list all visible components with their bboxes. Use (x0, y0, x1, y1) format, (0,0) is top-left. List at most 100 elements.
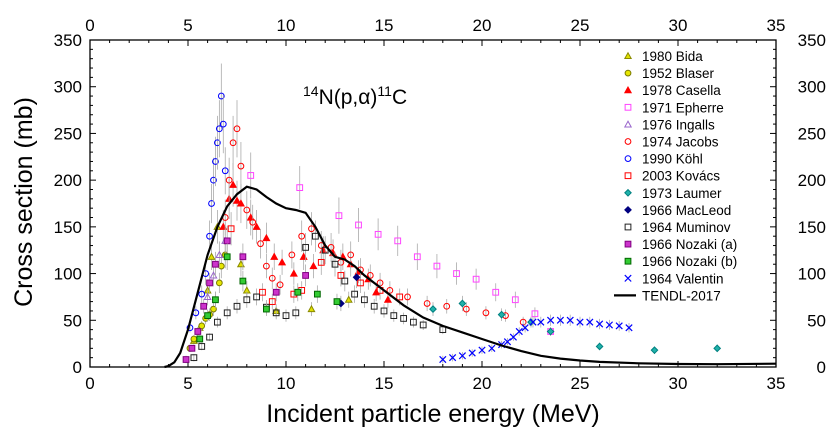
series-1966-macleod (336, 266, 361, 312)
data-point (361, 296, 368, 304)
legend-label: 1973 Laumer (642, 186, 722, 201)
data-point (268, 274, 276, 282)
x-tick-label: 20 (473, 374, 492, 393)
data-point (511, 296, 519, 304)
legend-item: 1980 Bida (623, 49, 703, 64)
x-tick-label: 10 (277, 374, 296, 393)
data-point (396, 293, 404, 301)
title-post-sup: 11 (377, 83, 392, 99)
data-point (448, 354, 457, 362)
data-point (233, 125, 241, 133)
x-tick-label: 0 (85, 374, 94, 393)
data-point (347, 251, 355, 259)
legend-label: 1964 Valentin (642, 271, 724, 286)
data-point (252, 222, 261, 230)
legend-item: 1974 Jacobs (624, 135, 719, 150)
data-series (164, 63, 777, 369)
data-point (259, 288, 266, 296)
y-tick-label: 0 (73, 358, 82, 377)
y-tick-label: 150 (54, 218, 82, 237)
data-point (278, 258, 287, 266)
data-point (233, 302, 241, 310)
data-point (453, 270, 460, 277)
legend-swatch (624, 172, 632, 180)
data-point (509, 333, 517, 341)
legend-item: 1964 Valentin (624, 271, 724, 286)
data-point (370, 302, 378, 310)
data-point (488, 344, 496, 352)
data-point (227, 225, 235, 233)
data-point (270, 252, 279, 260)
legend-label: 1971 Epherre (642, 100, 724, 115)
data-point (206, 279, 213, 287)
data-point (308, 225, 315, 233)
series-1973-laumer (429, 295, 722, 355)
data-point (595, 342, 604, 351)
legend-item: 1971 Epherre (624, 100, 724, 115)
data-point (182, 356, 190, 363)
data-point (357, 279, 364, 287)
y-tick-label: 350 (54, 31, 82, 50)
legend-swatch (623, 51, 633, 60)
legend-label: 1966 MacLeod (642, 203, 731, 218)
data-point (236, 199, 245, 207)
data-point (468, 349, 476, 357)
data-point (210, 305, 217, 313)
data-point (262, 233, 271, 242)
data-point (429, 305, 437, 313)
legend-swatch (624, 103, 632, 111)
data-point (217, 92, 225, 100)
data-point (566, 316, 574, 324)
data-point (207, 252, 216, 260)
data-point (296, 184, 304, 191)
x-tick-label: 30 (669, 374, 688, 393)
y-tick-label: 300 (54, 78, 82, 97)
x-tick-label-top: 35 (767, 16, 786, 35)
series-tendl-2017 (164, 185, 777, 369)
data-point (219, 120, 227, 128)
data-point (239, 253, 247, 261)
data-point (215, 125, 223, 133)
data-point (198, 290, 206, 298)
legend-swatch (624, 205, 632, 214)
data-point (268, 298, 276, 305)
legend: 1980 Bida 1952 Blaser 1978 Casella 1971 Eph… (614, 49, 737, 303)
data-point (394, 237, 402, 245)
x-tick-label: 5 (183, 374, 192, 393)
data-point (223, 253, 231, 261)
x-tick-label: 35 (767, 374, 786, 393)
legend-item: 1978 Casella (623, 83, 721, 98)
data-point (413, 253, 421, 261)
data-point (288, 251, 296, 259)
series-2003-kov-cs (227, 212, 404, 310)
series-1966-nozaki-a- (182, 225, 309, 364)
data-point (312, 232, 319, 240)
series-1964-muminov (190, 220, 447, 362)
x-tick-label-top: 5 (183, 16, 192, 35)
legend-label: 1976 Ingalls (642, 117, 715, 132)
plot-frame (89, 39, 777, 368)
title-main2: ) (370, 86, 377, 109)
legend-item: 1966 MacLeod (624, 203, 731, 218)
data-point (341, 277, 349, 285)
data-point (225, 176, 233, 184)
legend-label: 1964 Muminov (642, 220, 731, 235)
data-point (521, 324, 529, 332)
data-point (537, 318, 545, 326)
data-point (243, 296, 251, 304)
y-tick-label-right: 300 (798, 78, 826, 97)
data-point (204, 312, 211, 319)
y-tick-label: 250 (54, 124, 82, 143)
series-1971-epherre (247, 152, 554, 336)
data-point (215, 279, 223, 287)
title-pre-sup: 14 (303, 83, 319, 99)
data-point (497, 310, 506, 319)
legend-label: TENDL-2017 (642, 288, 721, 303)
data-point (404, 293, 411, 301)
data-point (423, 300, 431, 307)
data-point (515, 327, 523, 336)
data-point (576, 318, 584, 326)
data-point (331, 260, 339, 268)
